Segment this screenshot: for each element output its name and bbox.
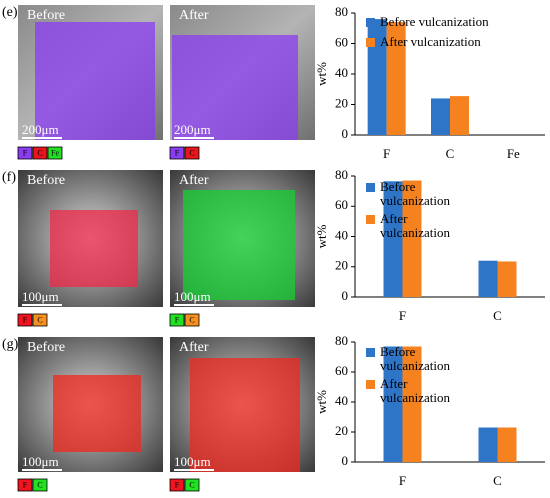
element-symbol: C [189, 148, 194, 157]
y-tick-label: 80 [335, 167, 348, 182]
element-chip [184, 478, 200, 492]
y-tick-label: 40 [335, 227, 348, 242]
element-chip [32, 146, 48, 160]
y-tick-label: 40 [335, 65, 348, 80]
scale-label: 200μm [22, 122, 59, 137]
legend-label: After vulcanization [380, 211, 451, 240]
element-symbol: F [23, 315, 28, 324]
y-tick-label: 80 [335, 333, 348, 348]
bar [367, 19, 387, 136]
image-label: Before [27, 8, 65, 23]
y-tick-label: 20 [335, 423, 348, 438]
y-tick-label: 60 [335, 197, 348, 212]
element-chip [17, 313, 33, 327]
bar [497, 261, 517, 297]
y-tick-label: 40 [335, 393, 348, 408]
y-axis-label: wt% [314, 390, 329, 414]
legend-label: Before vulcanization [380, 179, 451, 208]
element-chip [47, 146, 63, 160]
element-symbol: F [175, 315, 180, 324]
y-tick-label: 80 [335, 4, 348, 19]
image-label: After [179, 8, 209, 23]
element-chip [32, 478, 48, 492]
image-label: Before [27, 340, 65, 355]
scale-label: 100μm [22, 289, 59, 304]
element-chip [17, 478, 33, 492]
bar [402, 180, 422, 297]
y-tick-label: 60 [335, 363, 348, 378]
element-map [35, 22, 155, 140]
element-symbol: C [37, 480, 42, 489]
scale-label: 100μm [22, 454, 59, 469]
panel-label: (g) [2, 337, 19, 352]
element-map [53, 375, 141, 452]
bar [478, 427, 498, 462]
element-symbol: C [189, 315, 194, 324]
legend-swatch [366, 183, 375, 192]
element-chip [169, 478, 185, 492]
legend-swatch [366, 348, 375, 357]
y-tick-label: 0 [342, 288, 349, 303]
y-tick-label: 60 [335, 34, 348, 49]
panel-label: (e) [2, 5, 18, 20]
bar [383, 181, 403, 297]
element-chip [32, 313, 48, 327]
legend-label: After vulcanization [380, 34, 481, 49]
y-tick-label: 0 [342, 453, 349, 468]
panel-label: (f) [2, 170, 16, 185]
image-label: Before [27, 173, 65, 188]
element-chip [184, 313, 200, 327]
element-chip [184, 146, 200, 160]
bar [478, 260, 498, 297]
element-chip [17, 146, 33, 160]
legend-label: After vulcanization [380, 376, 451, 405]
legend-swatch [366, 215, 375, 224]
element-symbol: F [175, 480, 180, 489]
y-tick-label: 0 [342, 126, 349, 141]
element-symbol: F [175, 148, 180, 157]
element-symbol: F [23, 148, 28, 157]
element-map [183, 190, 295, 300]
x-tick-label: F [399, 473, 406, 488]
element-map [190, 358, 300, 472]
y-axis-label: wt% [314, 224, 329, 248]
legend-swatch [366, 38, 375, 47]
bar [497, 427, 517, 462]
scale-label: 200μm [174, 122, 211, 137]
element-symbol: Fe [51, 148, 59, 157]
element-symbol: C [37, 315, 42, 324]
element-symbol: C [189, 480, 194, 489]
y-tick-label: 20 [335, 95, 348, 110]
scale-label: 100μm [174, 454, 211, 469]
bar [402, 346, 422, 462]
image-label: After [179, 173, 209, 188]
element-chip [169, 313, 185, 327]
x-tick-label: F [399, 308, 406, 323]
bar [431, 98, 450, 135]
bar [450, 96, 469, 135]
x-tick-label: C [493, 473, 502, 488]
legend-label: Before vulcanization [380, 14, 489, 29]
element-chip [169, 146, 185, 160]
bar [386, 22, 406, 135]
x-tick-label: F [383, 146, 390, 161]
element-symbol: F [23, 480, 28, 489]
x-tick-label: C [446, 146, 455, 161]
image-label: After [179, 340, 209, 355]
x-tick-label: Fe [507, 146, 520, 161]
y-tick-label: 20 [335, 258, 348, 273]
legend-swatch [366, 380, 375, 389]
element-symbol: C [37, 148, 42, 157]
legend-swatch [366, 18, 375, 27]
y-axis-label: wt% [314, 62, 329, 86]
element-map [50, 210, 138, 287]
scale-label: 100μm [174, 289, 211, 304]
legend-label: Before vulcanization [380, 344, 451, 373]
x-tick-label: C [493, 308, 502, 323]
element-map [172, 35, 298, 140]
bar [383, 346, 403, 462]
